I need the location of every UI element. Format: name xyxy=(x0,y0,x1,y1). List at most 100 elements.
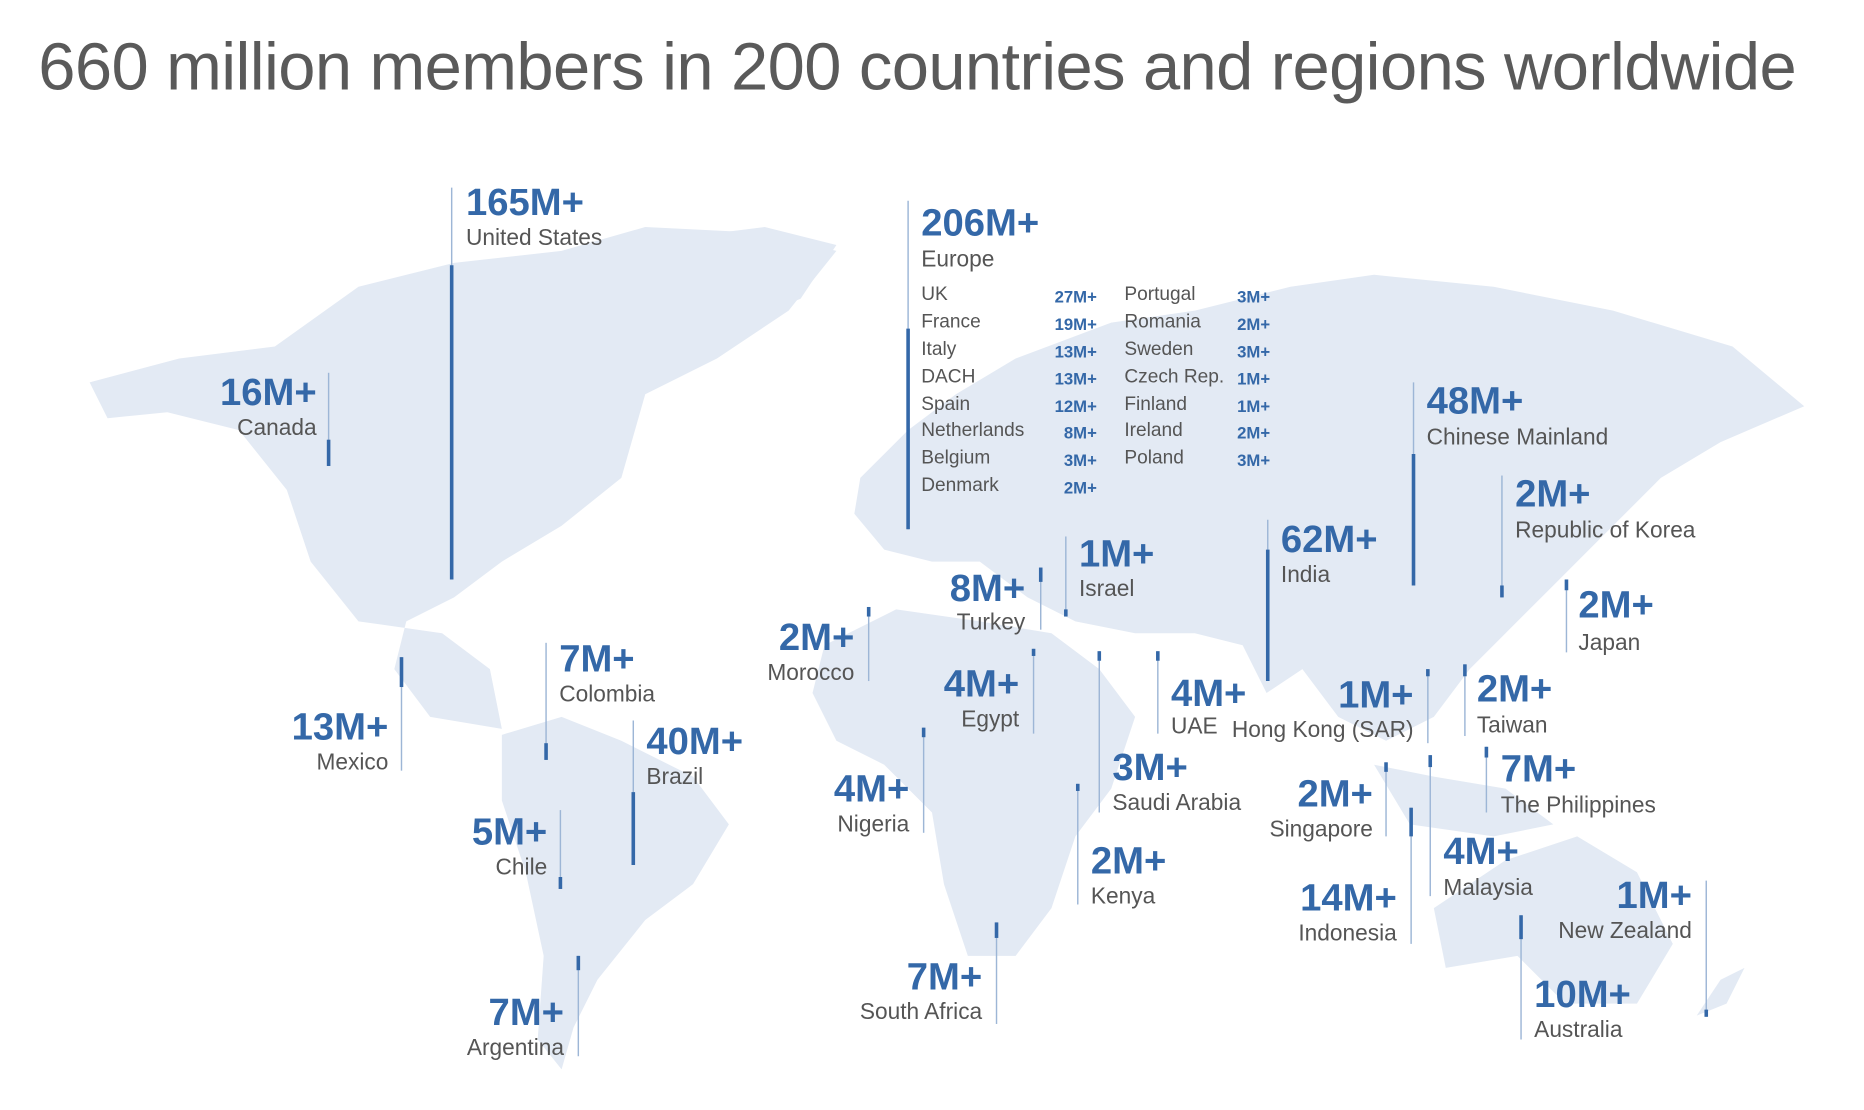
greenland xyxy=(669,227,837,323)
region-name: New Zealand xyxy=(1558,917,1692,943)
europe-value: 12M+ xyxy=(1055,397,1098,416)
europe-country: Netherlands xyxy=(921,420,1024,441)
region-value: 62M+ xyxy=(1281,518,1378,561)
europe-value: 13M+ xyxy=(1055,342,1098,361)
europe-country: Sweden xyxy=(1124,339,1193,360)
region-value: 48M+ xyxy=(1427,379,1524,422)
europe-country: UK xyxy=(921,284,948,305)
region-value: 4M+ xyxy=(834,768,909,811)
region-name: The Philippines xyxy=(1501,791,1656,817)
europe-value: 3M+ xyxy=(1064,451,1097,470)
region-value: 2M+ xyxy=(1297,773,1372,816)
new-zealand xyxy=(1696,967,1745,1016)
europe-country: Belgium xyxy=(921,448,990,469)
region-value: 2M+ xyxy=(1578,584,1653,627)
region-value: 3M+ xyxy=(1112,746,1187,789)
region-name: Morocco xyxy=(767,659,854,685)
europe-country: Ireland xyxy=(1124,420,1182,441)
region-value: 1M+ xyxy=(1338,673,1413,716)
region-name: Saudi Arabia xyxy=(1112,789,1241,815)
region-name: Singapore xyxy=(1269,815,1372,841)
region-name: Japan xyxy=(1578,629,1640,655)
europe-value: 2M+ xyxy=(1237,424,1270,443)
europe-value: 1M+ xyxy=(1237,370,1270,389)
region-name: Taiwan xyxy=(1477,711,1548,737)
europe-value: 27M+ xyxy=(1055,287,1098,306)
europe-value: 13M+ xyxy=(1055,370,1098,389)
south-america xyxy=(501,716,729,1070)
europe-country: DACH xyxy=(921,366,975,387)
region-name: Brazil xyxy=(646,763,703,789)
europe-country: Finland xyxy=(1124,394,1187,415)
region-name: Argentina xyxy=(467,1034,565,1060)
europe-country: Denmark xyxy=(921,475,999,496)
europe-country: Italy xyxy=(921,339,956,360)
region-name: South Africa xyxy=(860,998,983,1024)
region-value: 4M+ xyxy=(1171,672,1246,715)
europe-country: Romania xyxy=(1124,311,1201,332)
region-value: 10M+ xyxy=(1534,973,1631,1016)
region-name: Kenya xyxy=(1091,882,1156,908)
region-value: 206M+ xyxy=(921,201,1039,244)
europe-value: 1M+ xyxy=(1237,397,1270,416)
europe-value: 3M+ xyxy=(1237,451,1270,470)
region-name: Republic of Korea xyxy=(1515,517,1696,543)
eurasia xyxy=(854,274,1805,741)
region-name: UAE xyxy=(1171,713,1218,739)
europe-value: 8M+ xyxy=(1064,424,1097,443)
europe-value: 2M+ xyxy=(1064,478,1097,497)
europe-country: Spain xyxy=(921,394,970,415)
southeast-asia xyxy=(1374,764,1554,837)
europe-country: Poland xyxy=(1124,448,1184,469)
region-value: 4M+ xyxy=(1443,830,1518,873)
europe-value: 19M+ xyxy=(1055,315,1098,334)
australia xyxy=(1433,836,1673,1004)
region-value: 13M+ xyxy=(292,706,389,749)
region-name: Turkey xyxy=(957,609,1026,635)
region-name: Malaysia xyxy=(1443,874,1533,900)
region-value: 7M+ xyxy=(559,637,634,680)
region-name: Chinese Mainland xyxy=(1427,423,1609,449)
region-name: Canada xyxy=(237,414,317,440)
region-value: 165M+ xyxy=(466,181,584,224)
europe-value: 2M+ xyxy=(1237,315,1270,334)
region-value: 5M+ xyxy=(472,811,547,854)
region-value: 16M+ xyxy=(220,371,317,414)
region-name: India xyxy=(1281,561,1331,587)
europe-country: Czech Rep. xyxy=(1124,366,1224,387)
region-value: 7M+ xyxy=(1501,747,1576,790)
region-name: Egypt xyxy=(961,705,1020,731)
europe-country: France xyxy=(921,311,980,332)
europe-breakdown: UK 27M+ France 19M+ Italy 13M+ DACH 13M+ Spain 12… xyxy=(921,284,1270,498)
region-name: Nigeria xyxy=(837,811,909,837)
europe-value: 3M+ xyxy=(1237,342,1270,361)
region-value: 2M+ xyxy=(1477,667,1552,710)
region-name: Australia xyxy=(1534,1016,1623,1042)
region-value: 2M+ xyxy=(1515,473,1590,516)
region-name: United States xyxy=(466,224,602,250)
region-value: 14M+ xyxy=(1300,876,1397,919)
europe-value: 3M+ xyxy=(1237,287,1270,306)
north-america xyxy=(89,227,837,729)
region-value: 7M+ xyxy=(907,955,982,998)
region-labels: 165M+United States16M+Canada13M+Mexico7M… xyxy=(220,181,1709,1060)
region-name: Colombia xyxy=(559,680,655,706)
region-name: Indonesia xyxy=(1298,919,1397,945)
region-name: Mexico xyxy=(316,748,388,774)
region-value: 1M+ xyxy=(1616,874,1691,917)
africa xyxy=(812,609,1136,956)
region-name: Hong Kong (SAR) xyxy=(1232,716,1414,742)
page-title: 660 million members in 200 countries and… xyxy=(38,30,1796,105)
region-value: 1M+ xyxy=(1079,532,1154,575)
region-value: 8M+ xyxy=(950,567,1025,610)
europe-country: Portugal xyxy=(1124,284,1195,305)
region-value: 7M+ xyxy=(489,991,564,1034)
region-name: Israel xyxy=(1079,575,1134,601)
region-value: 2M+ xyxy=(779,616,854,659)
region-name: Europe xyxy=(921,245,994,271)
region-name: Chile xyxy=(496,854,548,880)
region-value: 40M+ xyxy=(646,720,743,763)
region-value: 2M+ xyxy=(1091,839,1166,882)
region-value: 4M+ xyxy=(944,663,1019,706)
